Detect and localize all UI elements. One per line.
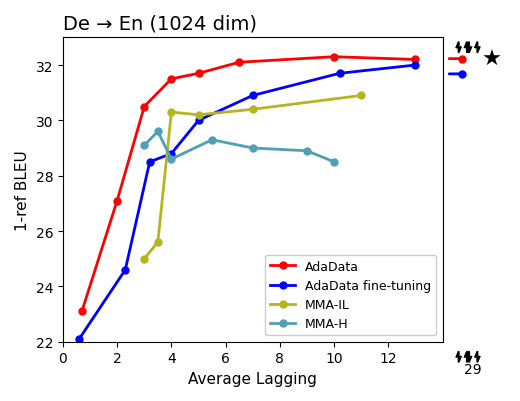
AdaData fine-tuning [336, 72, 343, 77]
AdaData [79, 309, 85, 314]
MMA-H [141, 144, 147, 148]
AdaData [412, 58, 419, 63]
MMA-IL [196, 113, 202, 118]
MMA-H [155, 130, 161, 134]
AdaData fine-tuning [250, 94, 256, 99]
MMA-IL [250, 107, 256, 112]
AdaData [236, 61, 242, 65]
MMA-IL [155, 240, 161, 245]
AdaData fine-tuning [122, 268, 128, 273]
AdaData [331, 55, 337, 60]
AdaData fine-tuning [76, 337, 82, 342]
AdaData [114, 198, 120, 203]
MMA-H [250, 146, 256, 151]
MMA-H [331, 160, 337, 165]
AdaData fine-tuning [147, 160, 153, 165]
Legend: AdaData, AdaData fine-tuning, MMA-IL, MMA-H: AdaData, AdaData fine-tuning, MMA-IL, MM… [265, 255, 436, 336]
MMA-H [209, 138, 215, 143]
MMA-H [304, 149, 310, 154]
Line: MMA-IL: MMA-IL [141, 93, 365, 263]
X-axis label: Average Lagging: Average Lagging [188, 371, 317, 386]
AdaData fine-tuning [196, 119, 202, 124]
AdaData fine-tuning [412, 63, 419, 68]
Line: AdaData fine-tuning: AdaData fine-tuning [76, 63, 419, 342]
Text: 29: 29 [464, 362, 482, 376]
Text: ★: ★ [482, 49, 502, 69]
AdaData [168, 77, 175, 82]
MMA-IL [168, 110, 175, 115]
AdaData fine-tuning [168, 152, 175, 156]
MMA-IL [141, 257, 147, 261]
AdaData [196, 72, 202, 77]
Y-axis label: 1-ref BLEU: 1-ref BLEU [15, 150, 30, 230]
Line: MMA-H: MMA-H [141, 129, 337, 166]
MMA-H [168, 157, 175, 162]
Line: AdaData: AdaData [79, 54, 419, 315]
MMA-IL [358, 94, 365, 99]
AdaData [141, 105, 147, 109]
Text: De → En (1024 dim): De → En (1024 dim) [63, 15, 257, 34]
